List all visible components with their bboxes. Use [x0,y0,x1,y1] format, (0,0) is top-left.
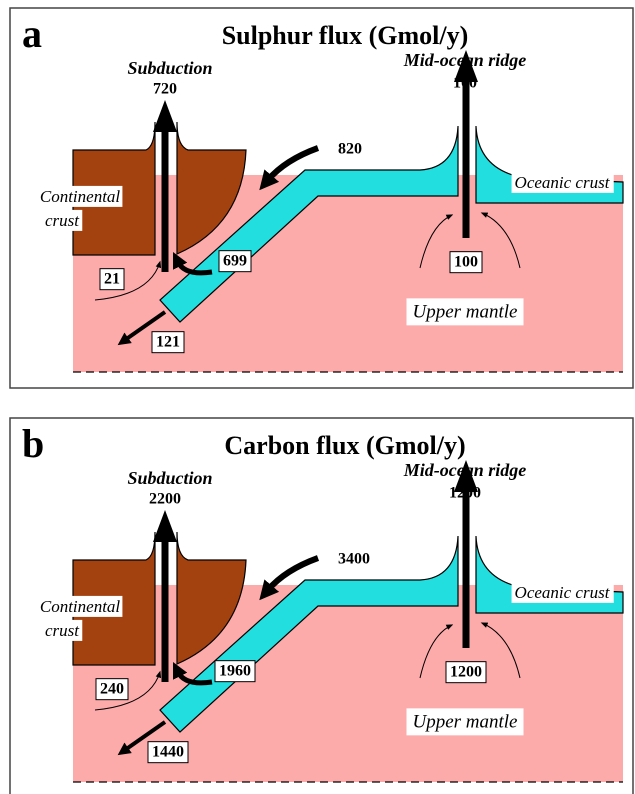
slab-to-wedge-arrow [172,251,213,276]
ridge-inflow-right [480,622,521,679]
continental-crust-line-box [43,619,83,641]
slab-to-mantle: 1440 [152,744,184,761]
wedge-input-box [99,268,125,291]
upper-mantle-label-box [406,708,524,736]
subduction-label: Subduction [127,58,212,78]
ridge-label: Mid-ocean ridge [403,50,526,70]
slab-to-mantle-arrow [117,720,167,756]
slab-to-mantle-box [147,741,189,764]
wedge-input-box [95,678,129,701]
oceanic-crust-box [511,171,614,193]
wedge-input-arrow [94,260,162,301]
upper-mantle-label-box [406,298,524,326]
panel-letter: a [22,11,42,56]
panel: b Carbon flux (Gmol/y) Subduction 2200 Mid-o… [9,417,634,794]
continent-right [176,531,247,665]
continent-right [176,121,247,255]
subduction-flux: 2200 [149,491,181,508]
trench-input: 820 [338,141,362,158]
panel-border [9,417,634,794]
slab-to-wedge: 1960 [219,663,251,680]
wedge-input: 21 [104,271,120,288]
subducting-slab [159,125,459,323]
panel-title: Carbon flux (Gmol/y) [224,431,465,460]
subduction-label: Subduction [127,468,212,488]
ridge-arrow-head [454,460,478,492]
panel: a Sulphur flux (Gmol/y) Subduction 720 Mid-o… [9,7,634,389]
continental-crust-line: Continental [40,597,121,616]
continental-crust-line: crust [45,621,80,640]
ridge-label: Mid-ocean ridge [403,460,526,480]
panel-letter: b [22,421,44,466]
ridge-flux: 1200 [449,485,481,502]
trench-input: 3400 [338,551,370,568]
upper-mantle-label: Upper mantle [412,301,517,322]
trench-input-arrow [259,145,320,191]
oceanic-crust: Oceanic crust [515,173,611,192]
slab-to-wedge-box [214,660,256,683]
continental-crust-line: crust [45,211,80,230]
mantle-to-ridge-box [445,661,487,684]
mantle-to-ridge-box [449,251,483,274]
slab-to-wedge-arrow [172,661,213,686]
slab-to-wedge: 699 [223,253,247,270]
wedge-input: 240 [100,681,124,698]
mantle-to-ridge: 100 [454,254,478,271]
oceanic-crust: Oceanic crust [515,583,611,602]
continental-crust-line: Continental [40,187,121,206]
ridge-flux: 100 [453,75,477,92]
ridge-inflow-left [419,214,454,269]
oceanic-crust-box [511,581,614,603]
mantle-to-ridge: 1200 [450,664,482,681]
continental-crust-line-box [37,185,123,207]
ridge-inflow-right [480,212,521,269]
trench-input-arrow [259,555,320,601]
panel-title: Sulphur flux (Gmol/y) [222,21,469,50]
continental-crust-line-box [37,595,123,617]
subducting-slab [159,535,459,733]
wedge-input-arrow [94,670,162,711]
subduction-flux: 720 [153,81,177,98]
ridge-inflow-left [419,624,454,679]
panel-border [9,7,634,389]
subduction-arrow-head [153,510,177,542]
subduction-arrow-head [153,100,177,132]
continental-crust-line-box [43,209,83,231]
upper-mantle-label: Upper mantle [412,711,517,732]
slab-to-mantle-arrow [117,310,167,346]
slab-to-mantle: 121 [156,334,180,351]
slab-to-wedge-box [218,250,252,273]
slab-to-mantle-box [151,331,185,354]
ridge-arrow-head [454,50,478,82]
